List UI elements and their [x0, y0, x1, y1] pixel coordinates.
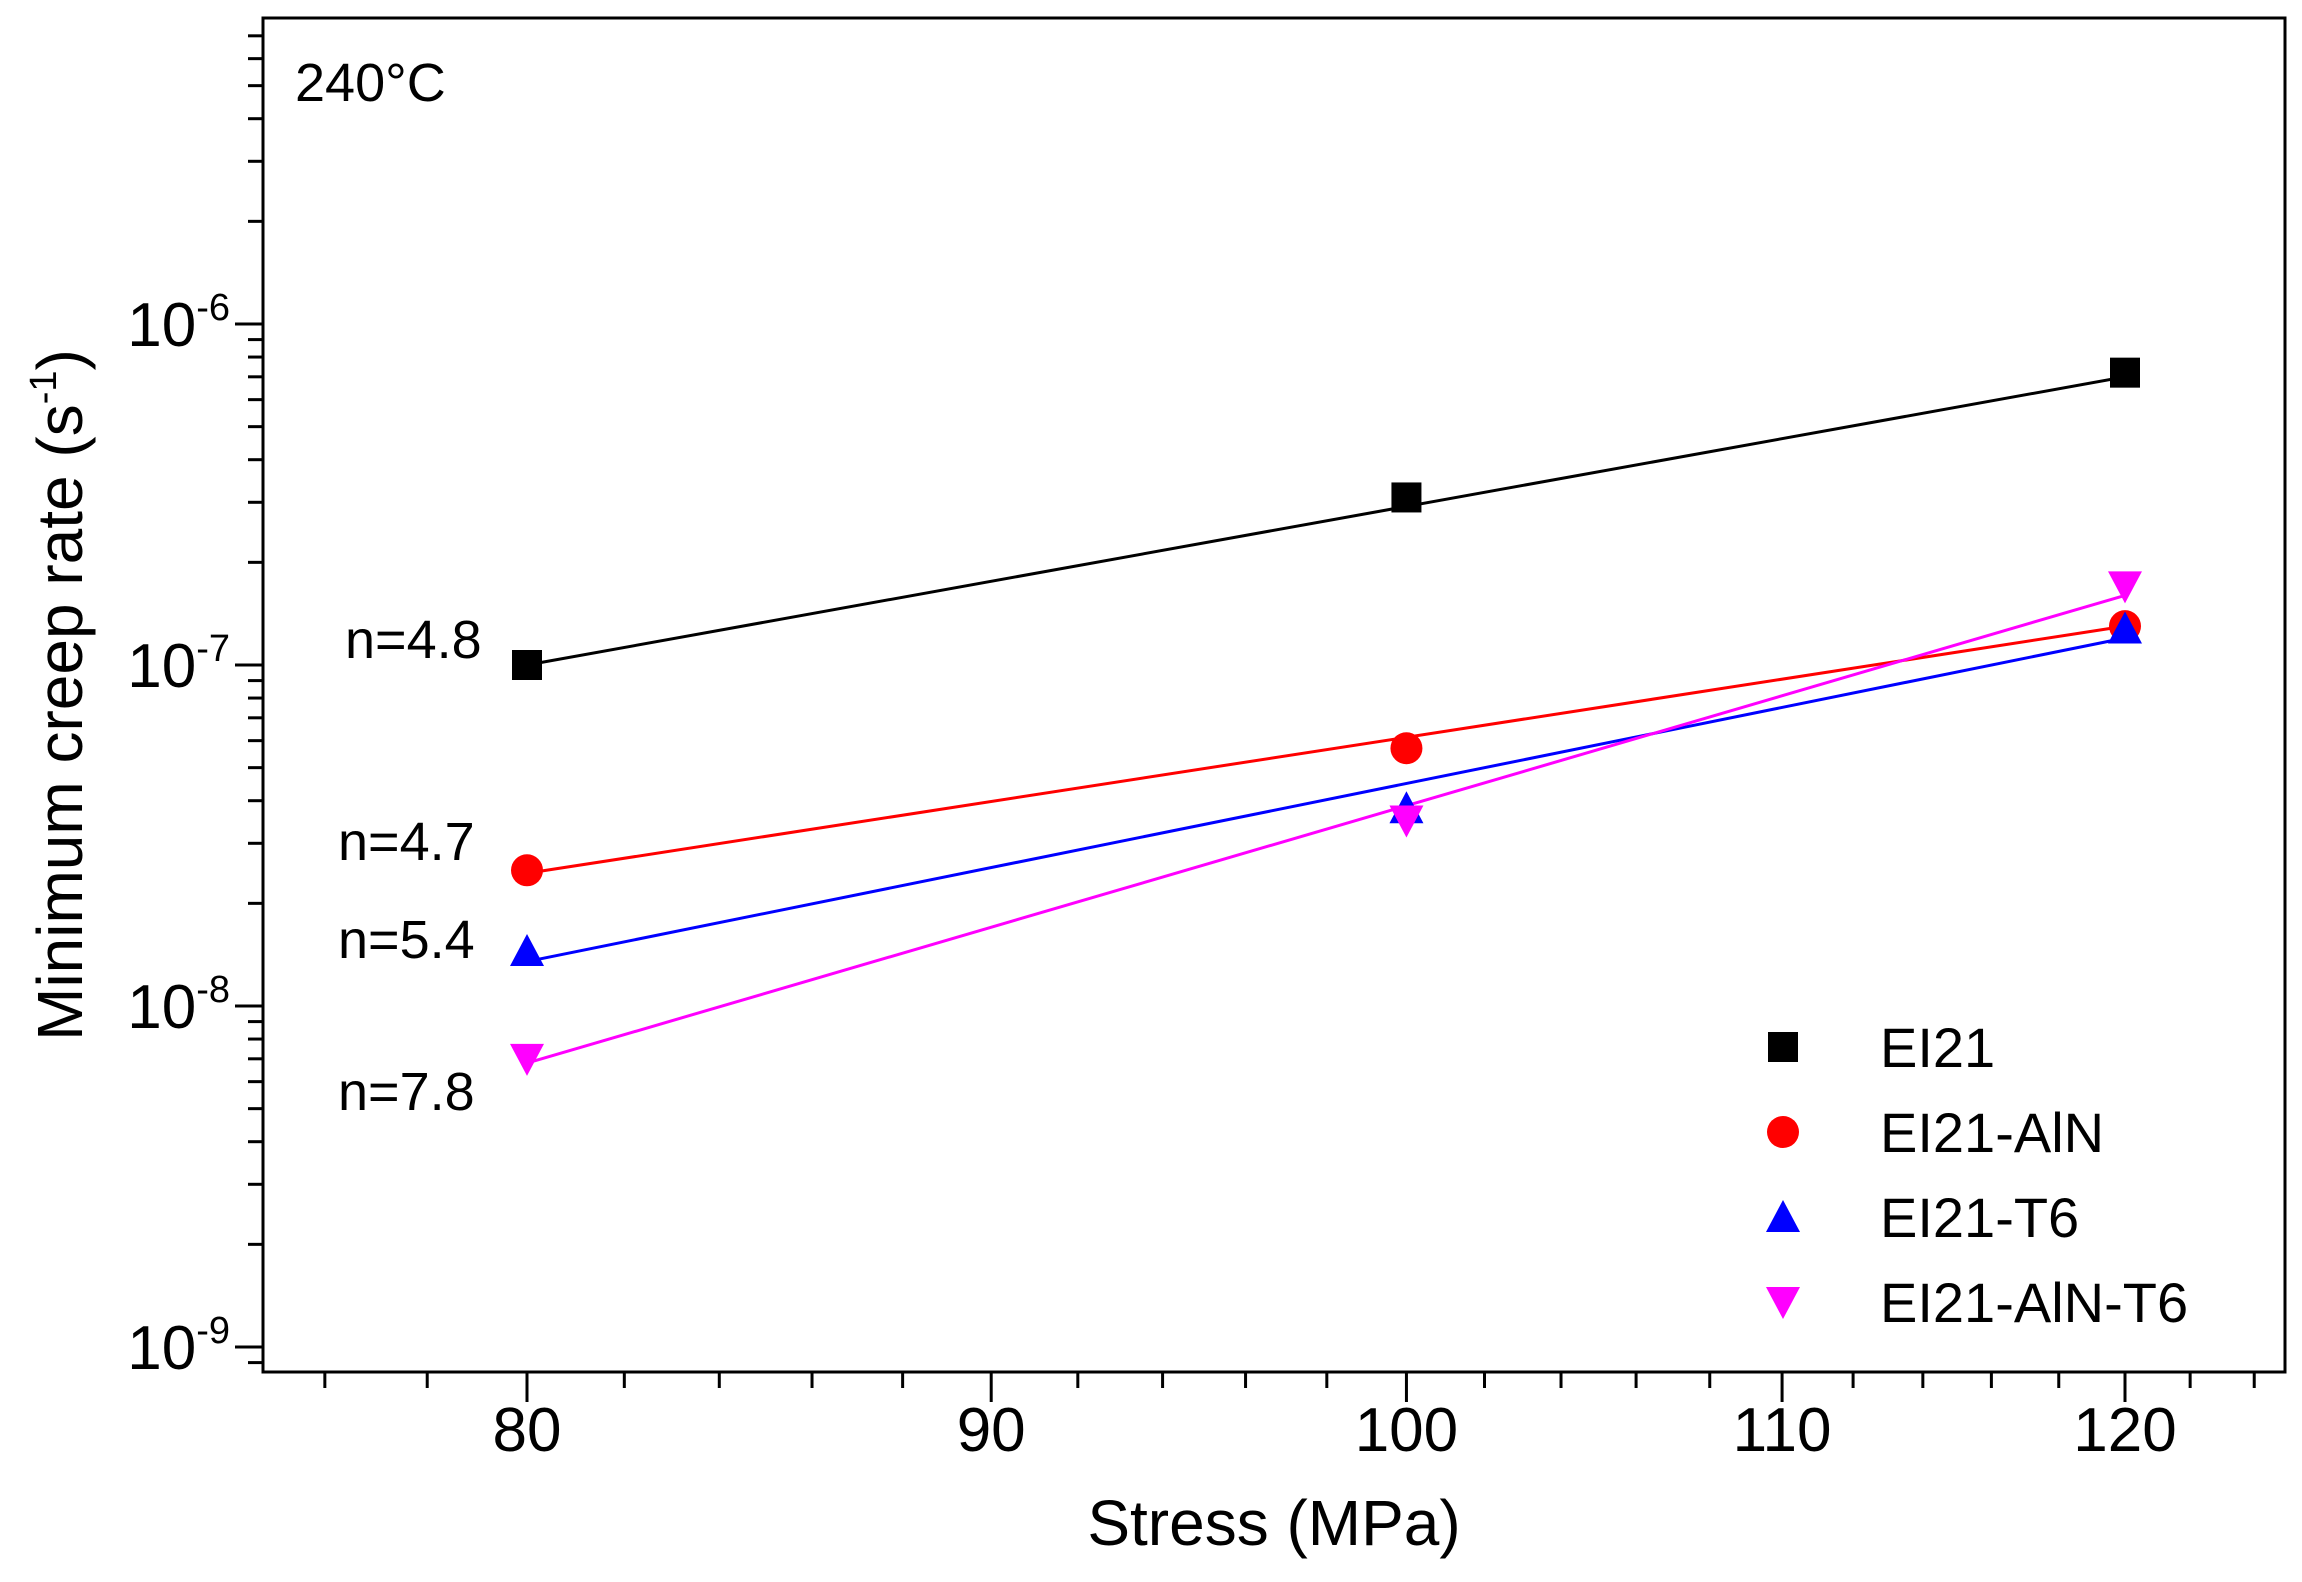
data-markers: [510, 357, 2142, 1076]
x-tick-label: 80: [493, 1396, 562, 1465]
slope-label: n=5.4: [338, 910, 475, 970]
y-tick-base: 10: [127, 973, 196, 1042]
y-tick-base: 10: [127, 291, 196, 360]
legend-marker: [1767, 1116, 1799, 1148]
data-point: [2108, 611, 2142, 644]
data-point: [510, 933, 544, 966]
x-tick-label: 100: [1355, 1396, 1458, 1465]
legend-label: EI21-T6: [1880, 1186, 2079, 1249]
y-axis-ticks: 10-910-810-710-6: [127, 34, 263, 1383]
y-tick-exponent: -8: [196, 969, 230, 1011]
y-tick-exponent: -7: [196, 628, 230, 670]
legend: EI21 EI21-AlN EI21-T6 EI21-AlN-T6: [1766, 1016, 2188, 1334]
y-tick-label: 10-6: [127, 287, 230, 360]
x-tick-label: 120: [2073, 1396, 2176, 1465]
slope-label: n=4.7: [338, 812, 475, 872]
legend-label: EI21-AlN: [1880, 1101, 2104, 1164]
data-point: [512, 650, 542, 680]
y-tick-base: 10: [127, 632, 196, 701]
legend-marker: [1768, 1032, 1798, 1062]
data-point: [2108, 571, 2142, 604]
y-tick-base: 10: [127, 1314, 196, 1383]
legend-label: EI21: [1880, 1016, 1995, 1079]
x-tick-label: 110: [1733, 1396, 1832, 1465]
fit-lines: [526, 375, 2126, 1065]
legend-marker: [1766, 1287, 1800, 1319]
x-tick-label: 90: [957, 1396, 1026, 1465]
x-axis-ticks: 80 90 100 110 120: [323, 1372, 2256, 1465]
slope-label: n=4.8: [345, 610, 482, 670]
y-tick-label: 10-8: [127, 969, 230, 1042]
data-point: [511, 854, 543, 887]
y-tick-label: 10-9: [127, 1310, 230, 1383]
fit-line: [526, 593, 2126, 1065]
legend-marker: [1766, 1200, 1800, 1232]
x-axis-title: Stress (MPa): [1087, 1487, 1460, 1559]
y-tick-label: 10-7: [127, 628, 230, 701]
data-point: [1391, 482, 1422, 513]
slope-label: n=7.8: [338, 1062, 475, 1122]
y-axis-title-main: Minimum creep rate (s: [24, 404, 96, 1041]
y-axis-title-close: ): [24, 349, 96, 370]
legend-label: EI21-AlN-T6: [1880, 1271, 2188, 1334]
data-point: [510, 1043, 544, 1076]
fit-line: [526, 375, 2126, 667]
plot-frame: [261, 16, 2287, 1374]
y-tick-exponent: -6: [196, 287, 230, 329]
fit-line: [526, 636, 2126, 964]
slope-annotations: n=4.8 n=4.7 n=5.4 n=7.8: [338, 610, 482, 1122]
temperature-label: 240°C: [295, 53, 446, 113]
fit-line: [526, 624, 2126, 875]
data-point: [1389, 805, 1424, 838]
y-axis-title: Minimum creep rate (s-1): [23, 349, 96, 1041]
y-tick-exponent: -9: [196, 1310, 230, 1352]
y-axis-title-sup: -1: [23, 370, 65, 404]
data-point: [2110, 357, 2140, 388]
data-point: [1390, 732, 1423, 765]
